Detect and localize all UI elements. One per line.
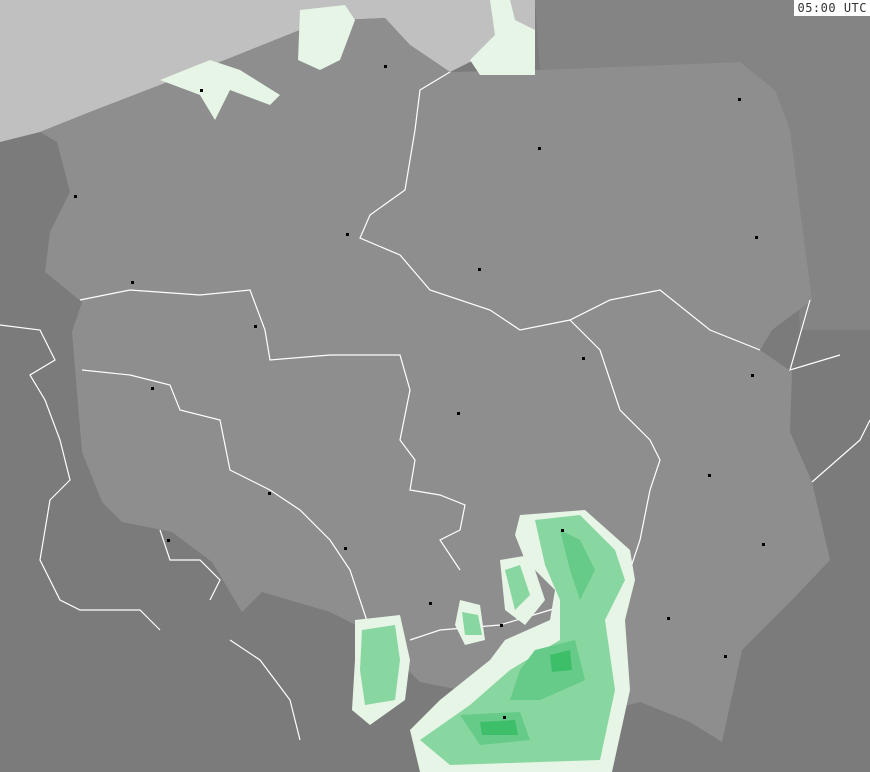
baltic-sea [0, 0, 535, 142]
timestamp-label: 05:00 UTC [794, 0, 870, 16]
city-markers [74, 65, 765, 719]
neighbor-east [535, 0, 870, 330]
precipitation [160, 0, 635, 772]
